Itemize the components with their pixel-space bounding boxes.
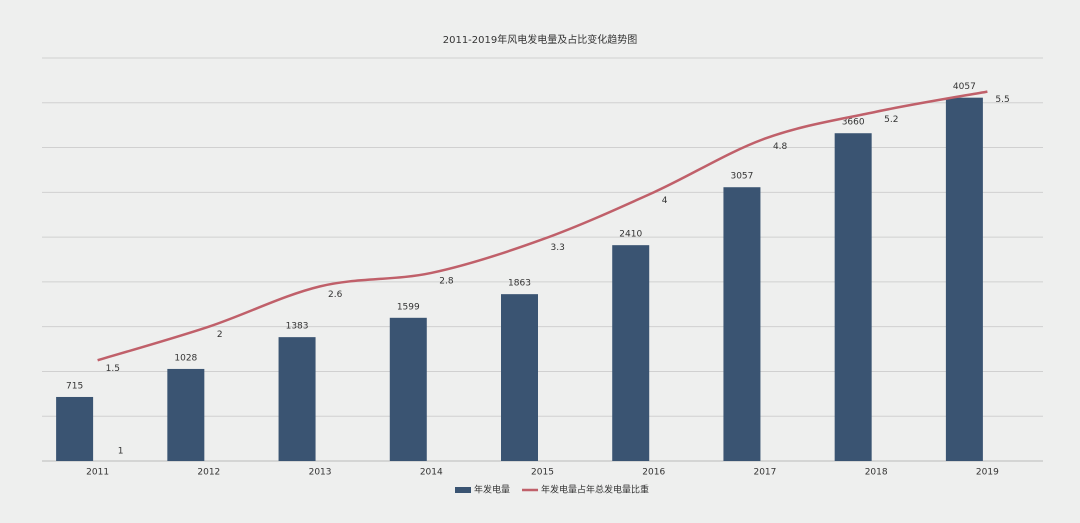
bar-value-label: 4057: [953, 82, 976, 92]
line-value-label: 5.5: [995, 95, 1009, 105]
line-value-label: 5.2: [884, 115, 898, 125]
legend-label: 年发电量占年总发电量比重: [541, 484, 649, 496]
bar-value-label: 3057: [730, 172, 753, 182]
bar: [501, 294, 538, 461]
line: [97, 90, 988, 362]
annotation: 1: [118, 447, 124, 457]
bar-value-label: 1028: [174, 353, 197, 363]
line-value-label: 2.6: [328, 290, 343, 300]
x-tick-label: 2018: [865, 468, 888, 478]
bar: [834, 133, 872, 461]
bar-value-label: 1599: [397, 302, 420, 312]
x-tick-label: 2019: [976, 468, 999, 478]
bar-value-label: 3660: [842, 118, 865, 128]
line-value-label: 1.5: [106, 364, 120, 374]
x-tick-label: 2016: [642, 468, 665, 478]
bar: [389, 317, 427, 461]
line-value-label: 4: [662, 196, 668, 206]
x-tick-label: 2013: [309, 468, 332, 478]
bar: [723, 187, 761, 461]
chart-title: 2011-2019年风电发电量及占比变化趋势图: [443, 33, 638, 46]
bar: [56, 396, 94, 461]
x-tick-label: 2015: [531, 468, 554, 478]
bar: [278, 337, 316, 461]
x-tick-label: 2017: [753, 468, 776, 478]
bar: [945, 97, 983, 462]
x-tick-label: 2014: [420, 468, 443, 478]
legend-swatch: [455, 487, 471, 493]
bar-value-label: 1863: [508, 279, 531, 289]
line-value-label: 3.3: [551, 243, 565, 253]
x-tick-label: 2012: [197, 468, 220, 478]
bar: [612, 245, 650, 461]
legend-label: 年发电量: [474, 484, 510, 496]
bar-value-label: 1383: [286, 322, 309, 332]
line-value-label: 2.8: [439, 276, 454, 286]
bar: [167, 368, 205, 461]
bar-value-label: 2410: [619, 230, 642, 240]
line-value-label: 4.8: [773, 142, 788, 152]
bar-value-label: 715: [66, 381, 83, 391]
line-value-label: 2: [217, 330, 223, 340]
x-tick-label: 2011: [86, 468, 109, 478]
